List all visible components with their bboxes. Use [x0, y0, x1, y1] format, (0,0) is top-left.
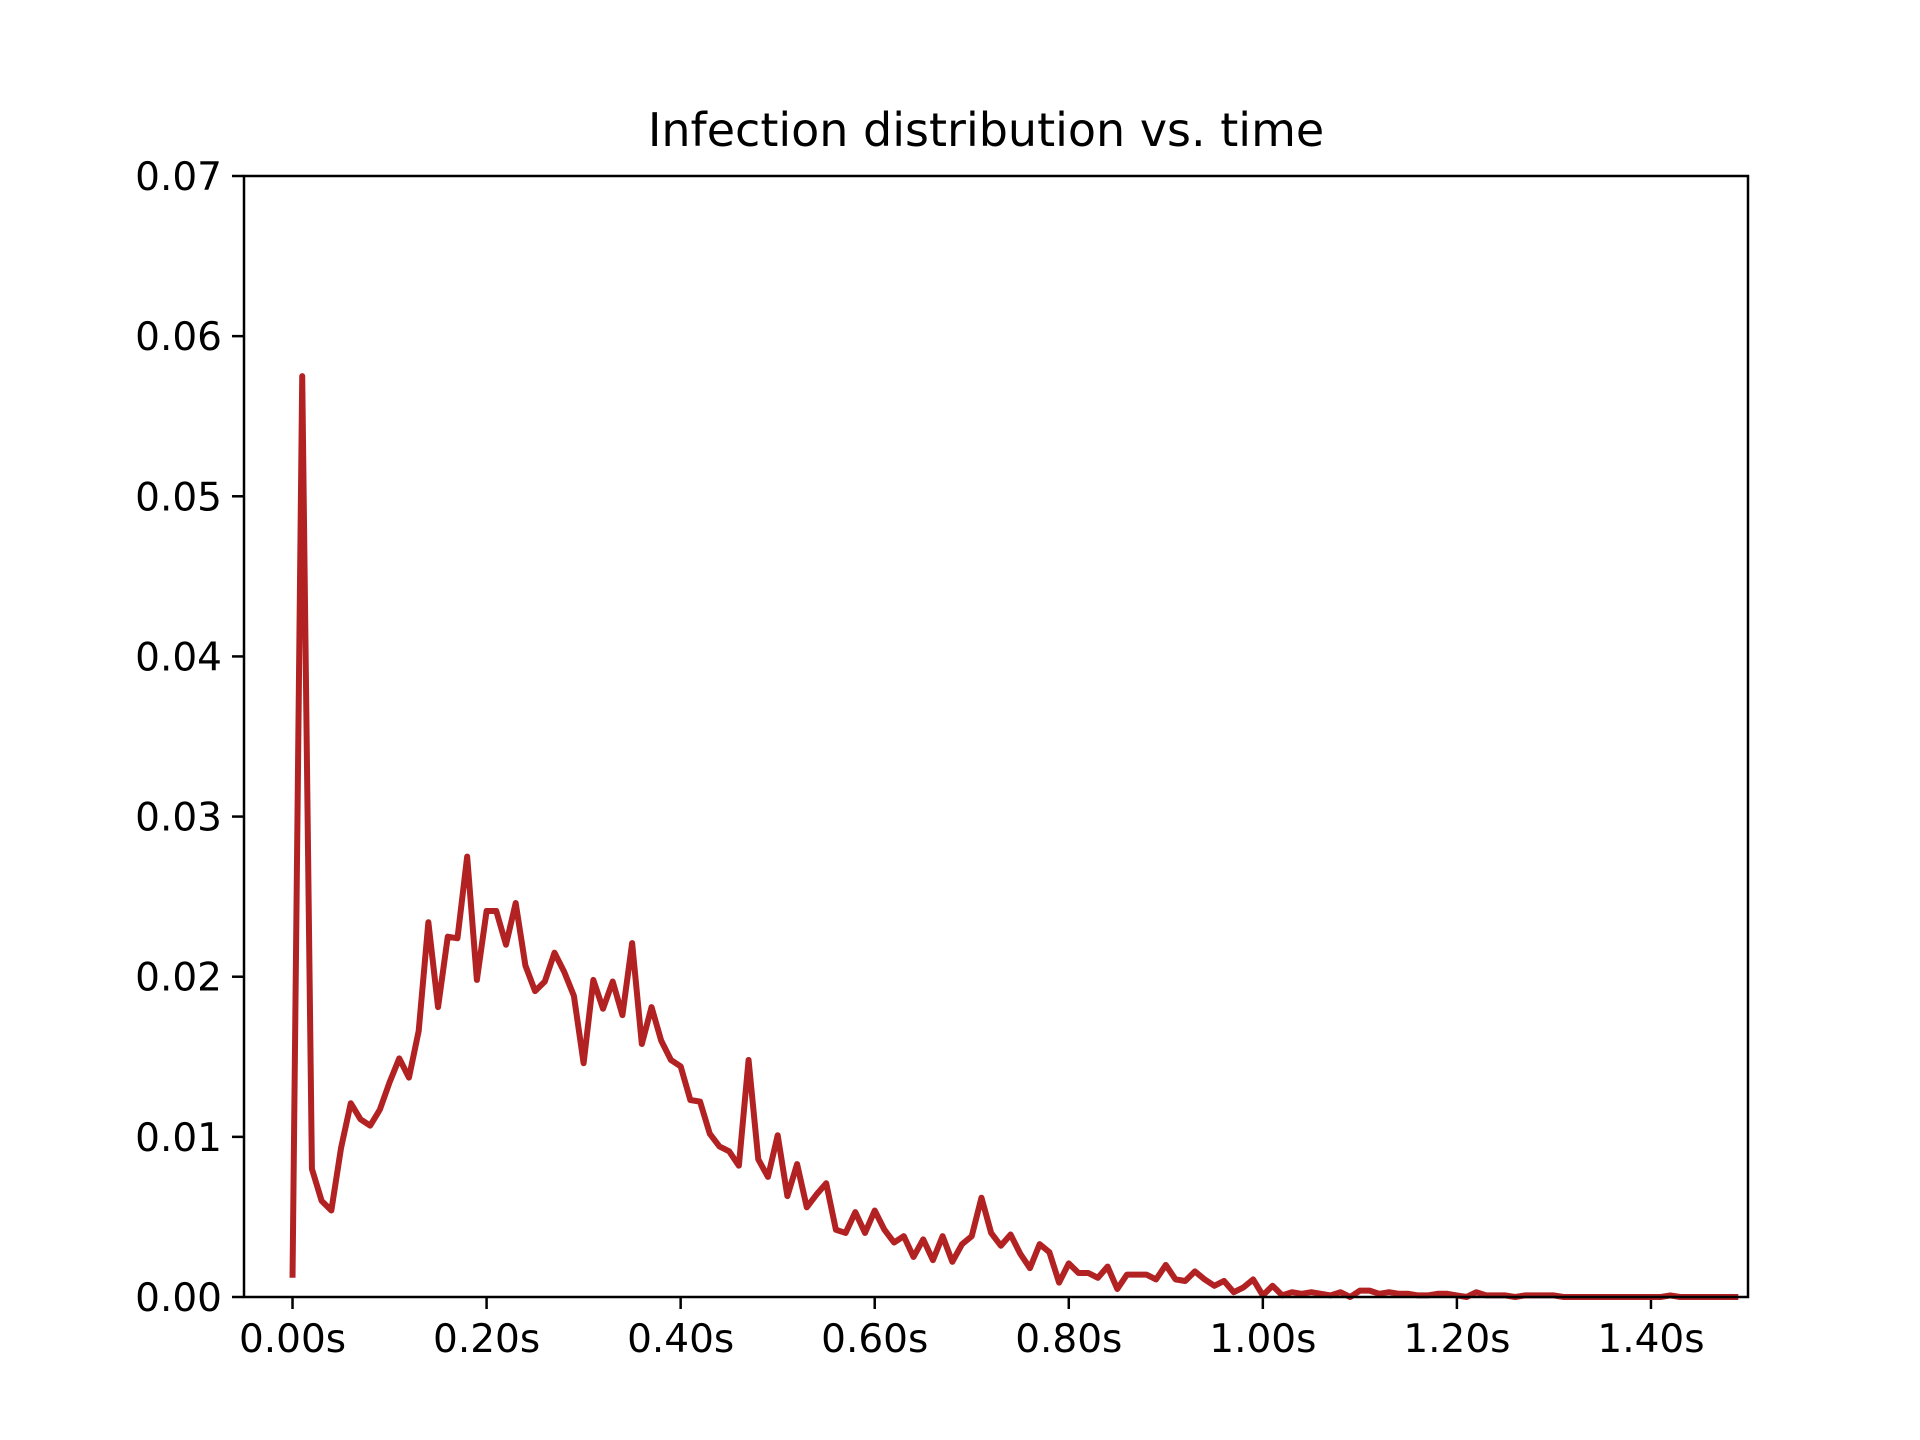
x-tick-label: 1.40s: [1597, 1317, 1704, 1362]
y-tick-label: 0.00: [135, 1276, 222, 1321]
series-layer: [289, 373, 1739, 1300]
y-tick-label: 0.07: [135, 155, 222, 200]
y-tick-label: 0.04: [135, 635, 222, 680]
y-tick-label: 0.05: [135, 475, 222, 520]
x-tick-label: 0.40s: [627, 1317, 734, 1362]
infection-series-line: [289, 373, 1739, 1300]
y-tick-label: 0.03: [135, 796, 222, 841]
x-tick-label: 0.00s: [239, 1317, 346, 1362]
x-tick-label: 0.80s: [1015, 1317, 1122, 1362]
x-tick-label: 1.20s: [1403, 1317, 1510, 1362]
x-tick-label: 0.20s: [433, 1317, 540, 1362]
y-axis-ticks: 0.00 0.01 0.02 0.03 0.04 0.05 0.06 0.07: [135, 155, 244, 1321]
plot-area-frame: [242, 174, 1750, 1299]
x-tick-label: 1.00s: [1209, 1317, 1316, 1362]
x-axis-ticks: 0.00s 0.20s 0.40s 0.60s 0.80s 1.00s 1.20s 1.40s: [239, 1297, 1705, 1362]
y-tick-label: 0.02: [135, 956, 222, 1001]
x-tick-label: 0.60s: [821, 1317, 928, 1362]
y-tick-label: 0.01: [135, 1116, 222, 1161]
chart-title: Infection distribution vs. time: [648, 103, 1324, 157]
y-tick-label: 0.06: [135, 315, 222, 360]
